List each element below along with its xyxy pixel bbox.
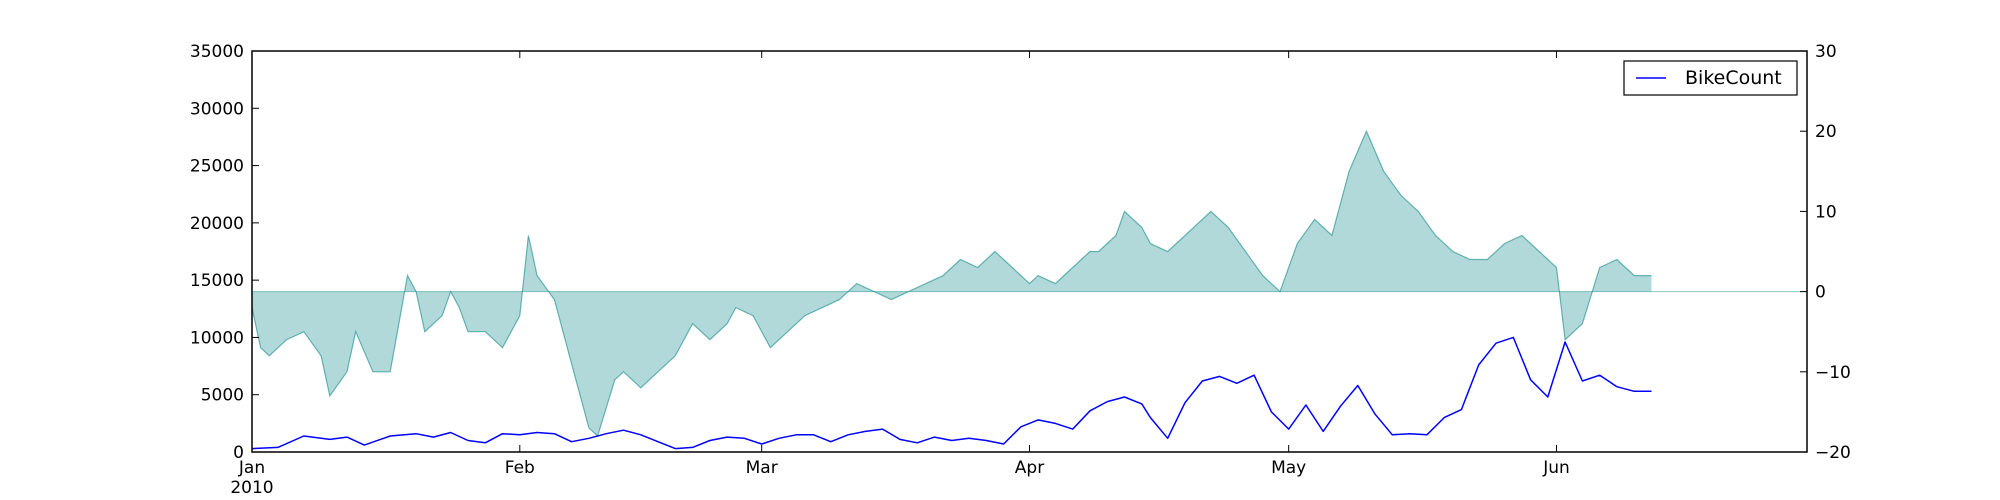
x-tick-label: Jun <box>1542 458 1570 478</box>
y-right-tick-label: −20 <box>1815 443 1851 463</box>
line-series-layer <box>251 336 1652 450</box>
y-right-tick-label: −10 <box>1815 363 1851 383</box>
y-left-tick-label: 5000 <box>201 386 244 406</box>
legend-box <box>1623 60 1798 96</box>
y-right-tick-label: 30 <box>1815 42 1837 62</box>
x-tick-label: Jan <box>238 458 265 478</box>
x-tick-label: May <box>1271 458 1306 478</box>
x-tick-label: Mar <box>746 458 778 478</box>
series-line-bikecount <box>251 336 1652 450</box>
x-tick-label: Feb <box>505 458 535 478</box>
y-axis-right: −20 −10 0 10 20 30 <box>1800 42 1851 463</box>
y-left-tick-label: 15000 <box>190 271 244 291</box>
x-tick-sublabel: 2010 <box>230 478 273 498</box>
y-left-tick-label: 30000 <box>190 99 244 119</box>
area-series-layer <box>251 129 1807 438</box>
y-left-tick-label: 10000 <box>190 328 244 348</box>
y-axis-left: 0 5000 10000 15000 20000 25000 30000 35000 <box>190 42 259 463</box>
plot-frame <box>251 50 1808 453</box>
legend: BikeCount <box>1623 60 1798 96</box>
y-left-tick-label: 0 <box>233 443 244 463</box>
y-right-tick-label: 0 <box>1815 283 1826 303</box>
area-fill <box>252 131 1652 436</box>
y-left-tick-label: 25000 <box>190 157 244 177</box>
y-right-tick-label: 10 <box>1815 202 1837 222</box>
y-left-tick-label: 35000 <box>190 42 244 62</box>
x-tick-label: Apr <box>1015 458 1044 478</box>
y-left-tick-label: 20000 <box>190 214 244 234</box>
legend-label-bikecount: BikeCount <box>1685 67 1782 89</box>
y-right-tick-label: 20 <box>1815 122 1837 142</box>
area-outline <box>251 129 1652 438</box>
